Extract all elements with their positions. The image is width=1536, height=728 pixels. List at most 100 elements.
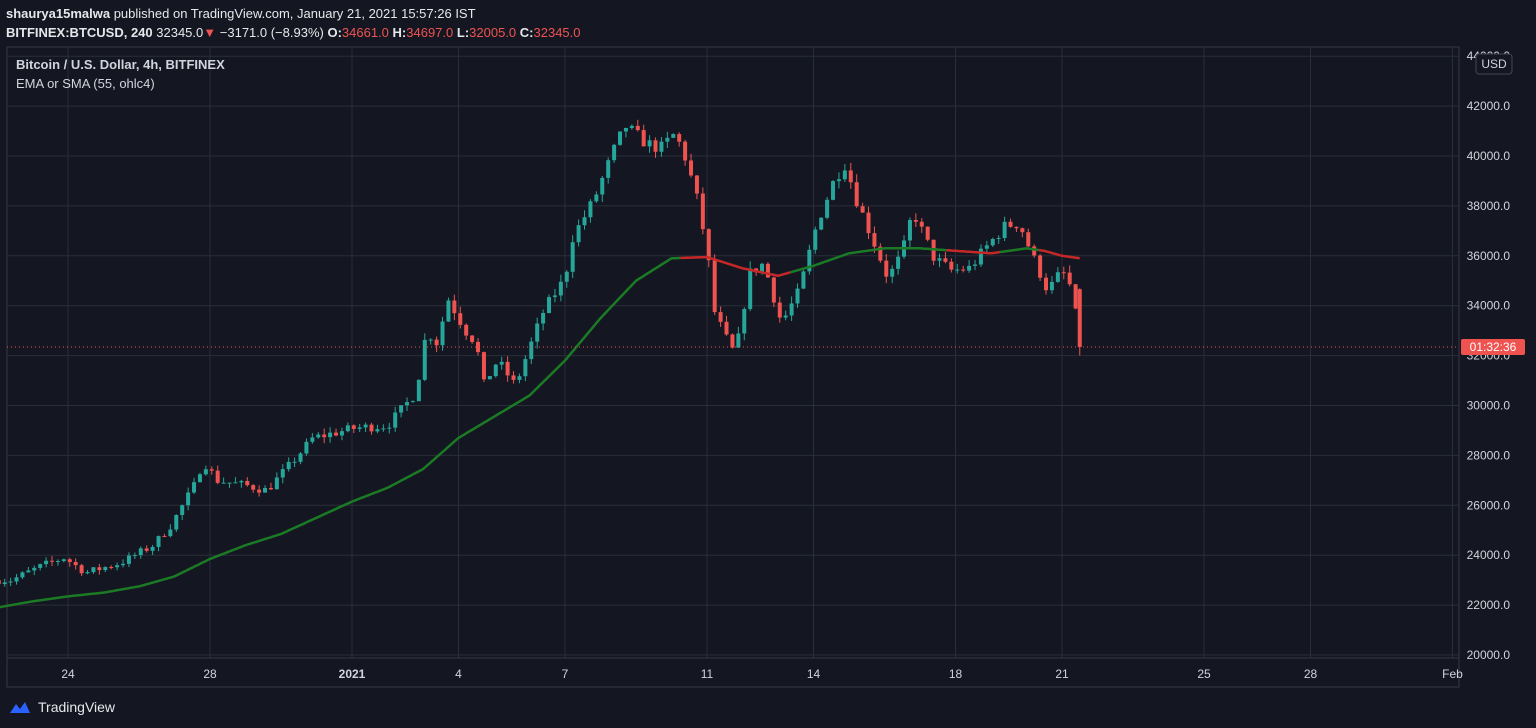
candle-body	[416, 379, 421, 402]
candle-body	[907, 219, 912, 241]
time-axis[interactable]: 24 28 2021 4 7 11 14 18 21 25 28 Feb	[7, 657, 1463, 681]
candle-body	[452, 300, 457, 314]
candle-body	[209, 469, 214, 471]
candle-body	[896, 256, 901, 269]
candle-body	[635, 125, 640, 131]
candle-body	[20, 572, 25, 578]
candle-body	[990, 238, 995, 246]
candle-body	[115, 565, 120, 568]
candle-body	[162, 536, 167, 538]
candle-body	[1002, 221, 1007, 238]
candle-body	[978, 248, 983, 265]
candle-body	[629, 125, 634, 128]
ma-segment	[1038, 248, 1080, 260]
last-price: 32345.0	[156, 25, 204, 40]
candle-body	[97, 567, 102, 571]
candle-body	[369, 424, 374, 432]
candle-body	[789, 303, 794, 316]
candle-body	[748, 268, 753, 310]
candle-body	[227, 482, 232, 484]
candle-body	[712, 260, 717, 313]
candle-body	[1073, 284, 1078, 309]
symbol-label: BITFINEX:BTCUSD, 240	[6, 25, 153, 40]
ma-segment	[680, 255, 791, 278]
footer-brand[interactable]: TradingView	[8, 699, 115, 715]
ma-segment	[946, 248, 1001, 255]
candle-body	[1044, 277, 1049, 291]
usd-button-label[interactable]: USD	[1481, 57, 1507, 71]
candle-body	[180, 505, 185, 516]
x-tick-label: 11	[701, 667, 714, 681]
publish-text: published on TradingView.com, January 21…	[113, 6, 476, 21]
y-tick-label: 36000.0	[1467, 249, 1511, 263]
x-tick-label: 14	[807, 667, 821, 681]
usd-button[interactable]: USD	[1475, 53, 1513, 75]
change-down-arrow-icon: ▼	[203, 25, 217, 40]
candle-body	[44, 560, 49, 565]
countdown-label: 01:32:36	[1461, 338, 1525, 355]
open-value: 34661.0	[341, 25, 389, 40]
candle-body	[683, 141, 688, 161]
candle-body	[221, 482, 226, 484]
price-change: −3171.0 (−8.93%)	[219, 25, 324, 40]
candle-body	[150, 546, 155, 551]
candle-body	[505, 361, 510, 376]
usd-button-frame[interactable]	[1475, 53, 1513, 75]
candle-body	[523, 359, 528, 377]
candle-body	[168, 529, 173, 537]
candle-body	[1038, 255, 1043, 278]
candlesticks[interactable]	[0, 119, 1082, 587]
candle-body	[304, 441, 309, 454]
countdown-text: 01:32:36	[1470, 340, 1517, 354]
author-name[interactable]: shaurya15malwa	[6, 6, 111, 21]
candle-body	[8, 581, 13, 583]
candle-body	[458, 313, 463, 325]
candle-body	[109, 567, 114, 569]
candle-body	[1077, 289, 1082, 347]
candle-body	[517, 376, 522, 380]
candle-body	[410, 401, 415, 403]
legend-title: Bitcoin / U.S. Dollar, 4h, BITFINEX	[16, 57, 225, 72]
chart-grid	[7, 47, 1459, 658]
candle-body	[925, 226, 930, 240]
ma-segment	[999, 247, 1040, 254]
y-tick-label: 20000.0	[1467, 648, 1511, 662]
candle-body	[280, 469, 285, 478]
candle-body	[600, 177, 605, 195]
candle-body	[665, 137, 670, 142]
candle-body	[1067, 272, 1072, 285]
candle-body	[576, 225, 581, 243]
candle-body	[694, 175, 699, 194]
price-axis[interactable]: 20000.0 22000.0 24000.0 26000.0 28000.0 30000…	[1467, 49, 1511, 662]
x-tick-label: 4	[455, 667, 462, 681]
high-value: 34697.0	[406, 25, 454, 40]
candle-body	[381, 428, 386, 430]
x-tick-label: 7	[562, 667, 569, 681]
candle-body	[203, 469, 208, 475]
y-tick-label: 26000.0	[1467, 498, 1511, 512]
candle-body	[659, 141, 664, 152]
candle-body	[730, 334, 735, 348]
candle-body	[801, 271, 806, 289]
candle-body	[1049, 281, 1054, 291]
candle-body	[955, 269, 960, 271]
candle-body	[73, 562, 78, 566]
candle-body	[529, 341, 534, 360]
candle-body	[2, 582, 7, 585]
candle-body	[937, 258, 942, 261]
candle-body	[1061, 272, 1066, 274]
x-tick-label: 2021	[339, 667, 366, 681]
candle-body	[357, 427, 362, 429]
candle-body	[263, 487, 268, 493]
candle-body	[943, 258, 948, 262]
candle-body	[872, 233, 877, 247]
low-value: 32005.0	[469, 25, 517, 40]
candle-body	[446, 300, 451, 322]
candle-body	[606, 160, 611, 178]
candle-body	[771, 277, 776, 303]
candle-body	[854, 182, 859, 207]
candle-body	[842, 170, 847, 180]
y-tick-label: 40000.0	[1467, 149, 1511, 163]
legend-indicator[interactable]: EMA or SMA (55, ohlc4)	[16, 76, 155, 91]
